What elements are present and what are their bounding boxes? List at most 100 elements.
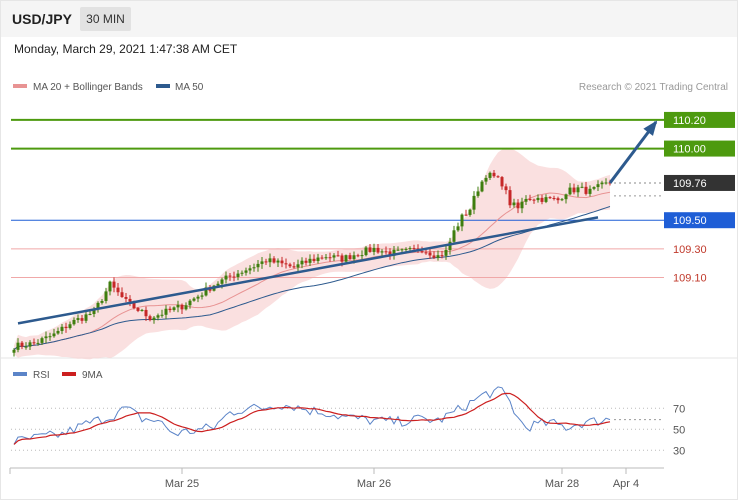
candle-body [12,349,16,353]
candle-body [528,198,532,200]
candle-body [588,188,592,194]
candle-body [444,249,448,256]
candle-body [456,226,460,231]
candle-body [136,308,140,311]
candle-body [264,261,268,263]
credit-text: Research © 2021 Trading Central [579,82,728,93]
candle-body [360,255,364,257]
candle-body [104,291,108,301]
candle-body [224,275,228,280]
trend-line [17,216,599,325]
candle-body [300,260,304,265]
candle-body [256,263,260,268]
ma50-legend-swatch [156,84,170,88]
x-tick-label: Mar 26 [357,478,391,490]
candle-body [436,255,440,258]
ma20-legend-label: MA 20 + Bollinger Bands [33,82,143,93]
candle-body [168,308,172,311]
candle-body [608,182,612,184]
candle-body [36,342,40,344]
timeframe-badge[interactable]: 30 MIN [80,7,131,31]
candle-body [440,255,444,257]
candle-body [368,247,372,252]
candle-body [476,191,480,196]
candle-body [244,270,248,273]
candle-body [452,230,456,242]
candle-body [376,247,380,253]
candle-body [172,307,176,311]
trend-overlay [17,120,658,325]
candle-body [492,172,496,177]
forecast-arrow-head [643,120,658,136]
candle-body [464,214,468,216]
rsi-tick-label: 70 [673,403,685,415]
candle-body [576,187,580,193]
last-price-label: 109.76 [673,178,707,190]
candle-body [296,264,300,268]
candle-body [120,292,124,298]
rsi-ma9-line [13,392,611,445]
candle-body [152,317,156,321]
candle-body [24,346,28,348]
candle-body [556,198,560,201]
candle-body [604,182,608,184]
candle-body [308,258,312,263]
candle-body [64,326,68,329]
candle-body [468,209,472,215]
candle-body [196,296,200,299]
candle-body [284,263,288,265]
ma20-legend-swatch [13,84,27,88]
candle-body [32,342,36,344]
price-levels [11,118,664,279]
candle-body [364,247,368,256]
candle-body [132,301,136,309]
x-tick-label: Apr 4 [613,478,639,490]
candle-body [372,247,376,252]
candle-body [184,305,188,310]
candle-body [508,190,512,206]
candle-body [432,255,436,258]
candle-body [144,309,148,317]
candle-body [248,268,252,271]
rsi-legend-label: RSI [33,370,50,381]
candle-body [288,264,292,267]
candle-body [524,198,528,202]
candle-body [160,314,164,316]
symbol-title: USD/JPY [12,11,72,27]
ma50-line [13,206,611,351]
candle-body [352,255,356,260]
ma20-line [13,191,611,351]
candle-body [448,241,452,250]
candle-body [200,295,204,297]
candle-body [532,199,536,201]
candle-body [116,287,120,293]
candle-body [536,197,540,201]
candle-body [404,248,408,250]
candle-body [260,261,264,264]
candle-body [392,249,396,256]
candle-body [48,336,52,338]
candle-body [216,283,220,286]
candle-body [228,275,232,277]
candle-body [236,273,240,278]
candle-body [180,304,184,310]
candle-body [68,324,72,329]
candle-body [420,251,424,253]
rsi-line [13,386,611,445]
candle-body [204,287,208,296]
candle-body [272,258,276,263]
candle-body [156,315,160,318]
top-bar: USD/JPY 30 MIN [1,1,737,37]
candle-body [96,302,100,309]
candle-body [488,172,492,178]
candle-body [60,326,64,331]
pivot-label-box [664,212,735,229]
bollinger-bands [14,147,610,360]
legend: MA 20 + Bollinger Bands MA 50 Research ©… [13,82,728,93]
candle-body [572,187,576,193]
ma9-legend-swatch [62,372,76,376]
support-label: 109.30 [673,244,707,256]
candle-body [428,252,432,256]
candle-body [552,197,556,199]
candle-body [348,255,352,260]
